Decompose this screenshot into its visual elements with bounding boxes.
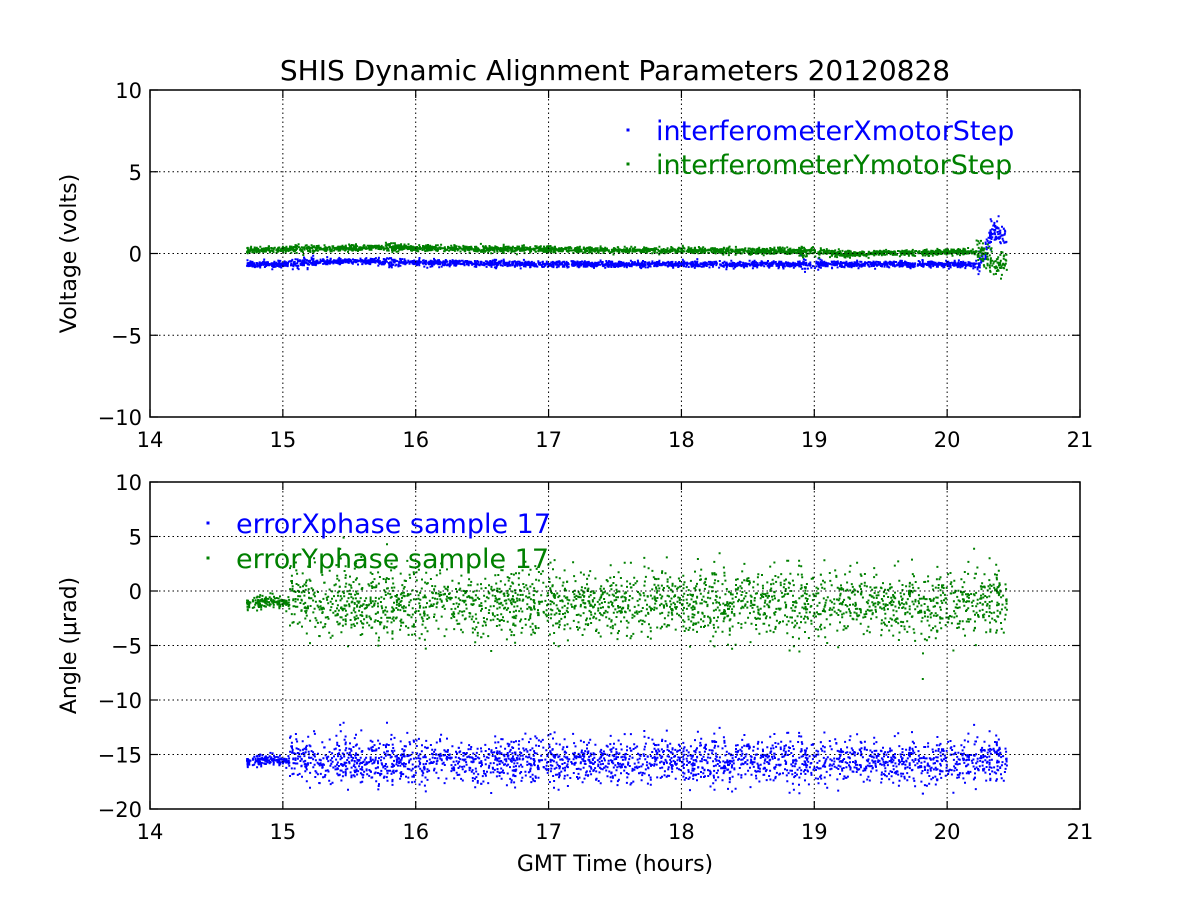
angle-xlabel: GMT Time (hours) [517,852,713,877]
legend-label-0: interferometerXmotorStep [656,116,1014,147]
x-tick-label: 18 [668,820,695,844]
x-tick-label: 16 [402,820,429,844]
y-tick-label: 5 [129,161,142,185]
y-tick-label: −20 [98,798,142,822]
voltage-panel: 14 15 16 17 18 19 20 21 −10 −5 0 5 10 Voltage (volts… [57,79,1093,452]
legend-marker-0 [206,521,210,525]
y-tick-label: −10 [98,406,142,430]
y-tick-label: −15 [98,744,142,768]
y-tick-label: 0 [129,243,142,267]
x-tick-label: 18 [668,428,695,452]
legend-marker-1 [626,162,630,166]
x-tick-label: 17 [535,820,562,844]
angle-grid [150,482,1080,809]
y-tick-label: −5 [111,324,142,348]
voltage-legend: interferometerXmotorStepinterferometerYm… [626,116,1014,181]
voltage-ticks: 14 15 16 17 18 19 20 21 −10 −5 0 5 10 [98,79,1094,452]
y-tick-label: 10 [115,79,142,103]
legend-marker-0 [626,128,630,132]
x-tick-label: 21 [1067,820,1094,844]
series-1-markers [246,239,1008,280]
x-tick-label: 16 [402,428,429,452]
y-tick-label: −5 [111,635,142,659]
y-tick-label: 5 [129,526,142,550]
x-tick-label: 15 [269,820,296,844]
y-tick-label: 0 [129,580,142,604]
series-1-points [246,239,1008,280]
angle-ticks: 14 15 16 17 18 19 20 21 −20 −15 −10 −5 0 5 10 [98,471,1094,844]
x-tick-label: 17 [535,428,562,452]
x-tick-label: 14 [137,428,164,452]
x-tick-label: 20 [934,820,961,844]
angle-ylabel: Angle (μrad) [57,577,82,714]
x-tick-label: 19 [801,820,828,844]
x-tick-label: 15 [269,428,296,452]
x-tick-label: 19 [801,428,828,452]
x-tick-label: 14 [137,820,164,844]
voltage-grid [150,90,1080,417]
series-0-markers [246,721,1008,795]
figure-title: SHIS Dynamic Alignment Parameters 201208… [280,54,950,87]
series-0-markers [246,215,1008,276]
angle-legend: errorXphase sample 17 errorYphase sample … [206,509,551,575]
angle-panel: 14 15 16 17 18 19 20 21 −20 −15 −10 −5 0 5 10 Angle (μ… [57,471,1093,877]
legend-marker-1 [206,556,210,560]
series-1-points [246,536,1008,680]
series-1-markers [246,536,1008,680]
y-tick-label: −10 [98,689,142,713]
y-tick-label: 10 [115,471,142,495]
x-tick-label: 21 [1067,428,1094,452]
series-0-points [246,215,1008,276]
legend-label-0: errorXphase sample 17 [236,509,551,540]
angle-scatter-points [246,536,1008,795]
series-0-points [246,721,1008,795]
x-tick-label: 20 [934,428,961,452]
legend-label-1: errorYphase sample 17 [236,544,549,575]
voltage-ylabel: Voltage (volts) [57,174,82,333]
voltage-scatter-points [246,215,1008,280]
legend-label-1: interferometerYmotorStep [656,150,1012,181]
